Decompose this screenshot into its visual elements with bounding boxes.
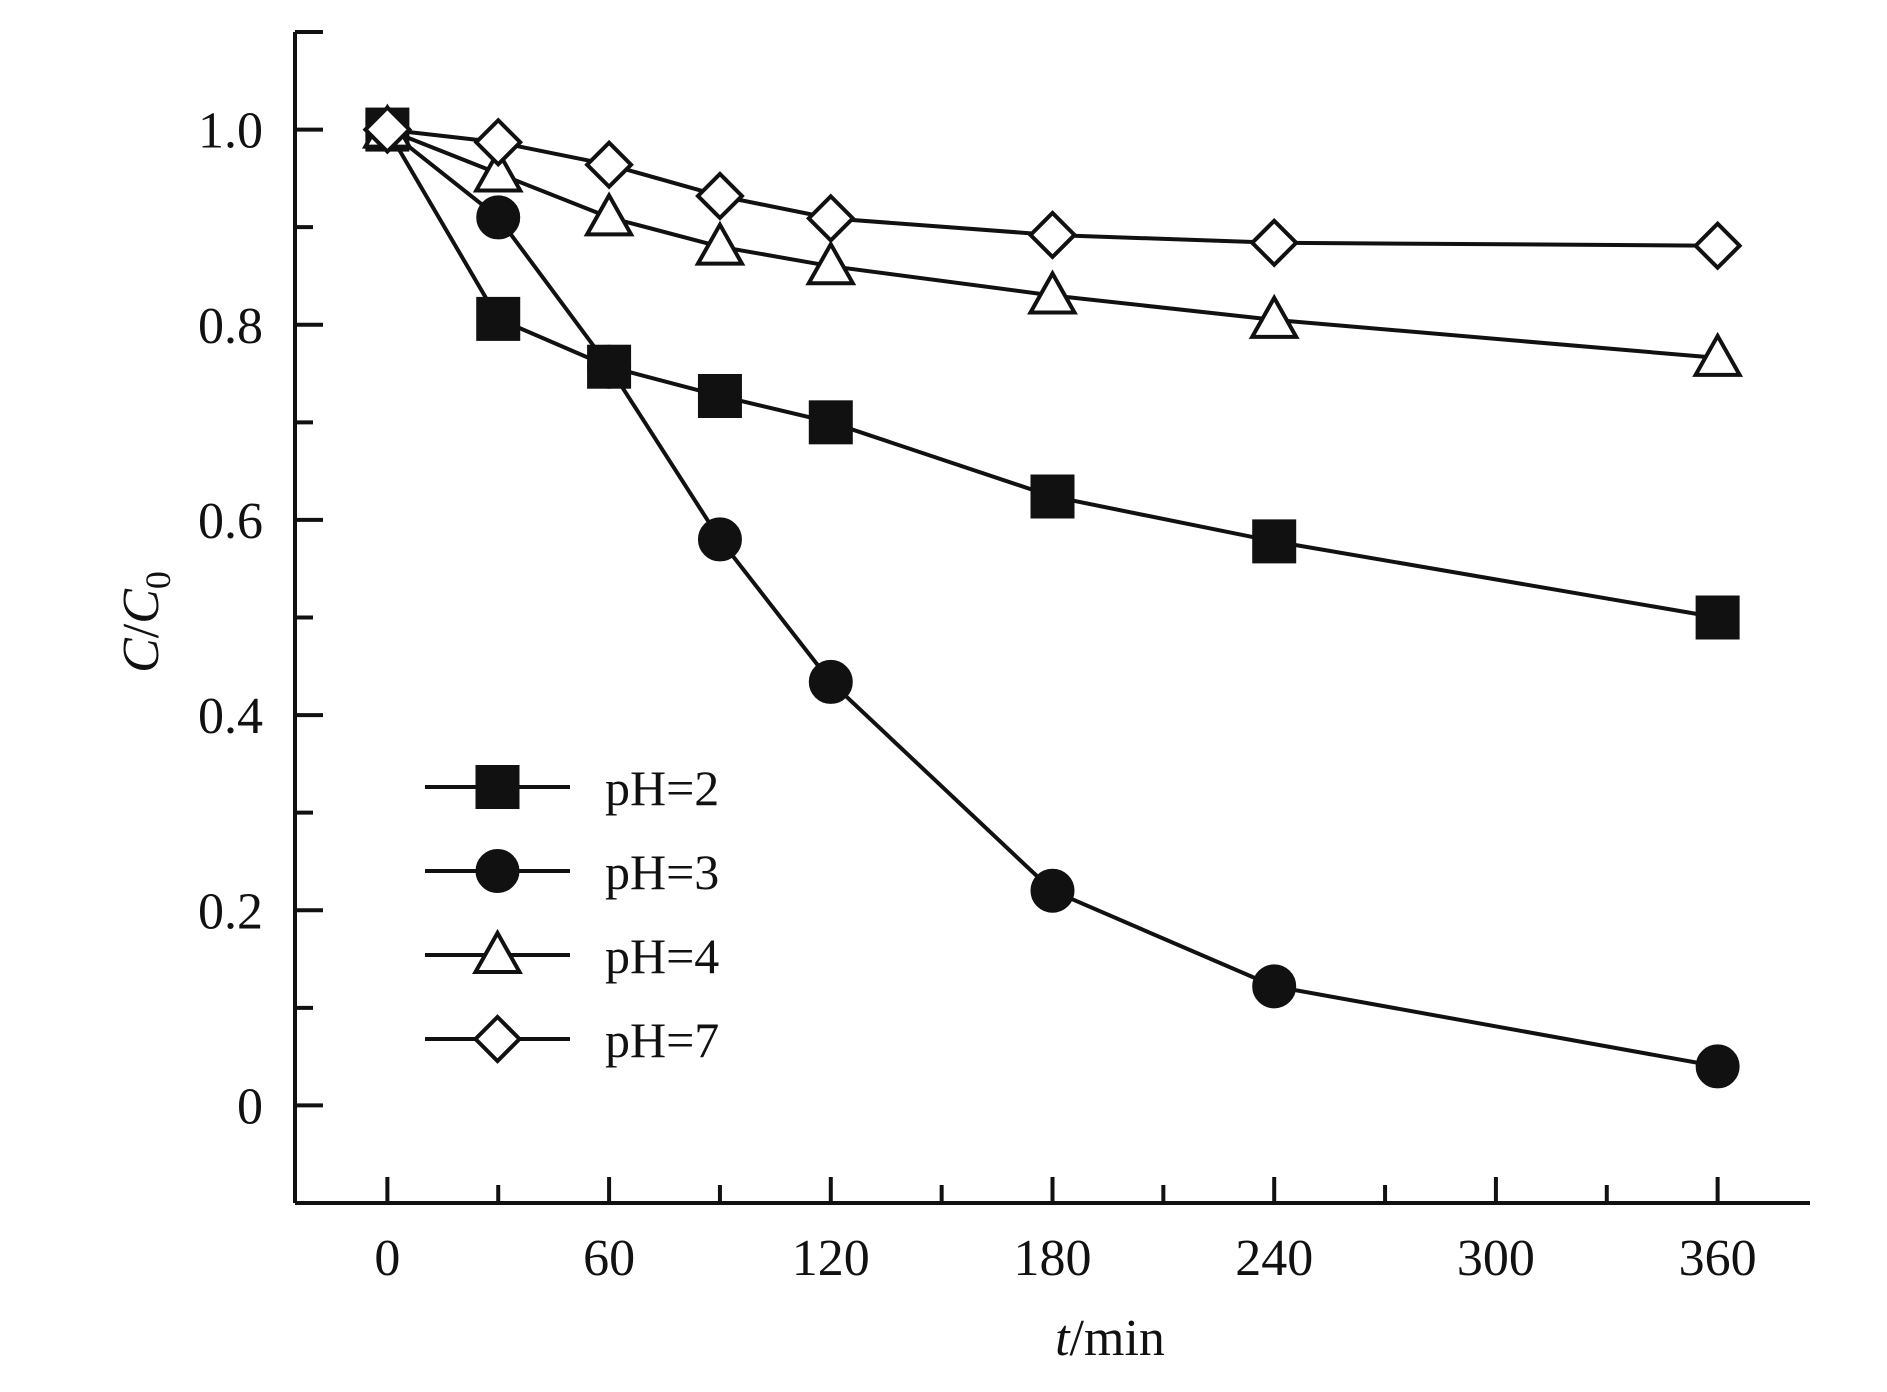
- x-tick-label: 360: [1679, 1230, 1757, 1287]
- data-point: [1695, 1044, 1740, 1089]
- y-tick-label: 0.6: [198, 493, 263, 550]
- y-tick-label: 0.2: [198, 883, 263, 940]
- y-tick-label: 1.0: [198, 103, 263, 160]
- data-point: [694, 220, 746, 266]
- legend-marker: [472, 1014, 523, 1064]
- data-point: [476, 296, 521, 341]
- legend-marker: [472, 928, 523, 974]
- series-pH=3: [386, 128, 1718, 1069]
- y-tick-label: 0.4: [198, 688, 263, 745]
- markers-pH=3: [365, 107, 1740, 1089]
- x-axis-label-unit: /min: [1070, 1310, 1165, 1367]
- data-point: [587, 344, 632, 389]
- legend-label: pH=7: [605, 1012, 719, 1068]
- series-line: [386, 128, 1718, 1069]
- data-point: [1030, 474, 1075, 519]
- data-point: [1692, 220, 1743, 271]
- legend-entry: pH=3: [425, 844, 719, 900]
- legend-label: pH=4: [605, 928, 719, 984]
- data-point: [476, 195, 521, 240]
- x-axis-label: t/min: [1055, 1310, 1165, 1367]
- legend-marker: [475, 765, 520, 809]
- data-point: [1252, 519, 1297, 564]
- data-point: [695, 171, 745, 221]
- data-point: [1027, 269, 1078, 315]
- x-tick-label: 240: [1235, 1230, 1313, 1287]
- series-group: [361, 103, 1744, 1089]
- data-point: [583, 191, 635, 237]
- data-point: [362, 104, 413, 155]
- data-point: [808, 400, 853, 445]
- legend: pH=2 pH=3 pH=4 pH=7: [425, 760, 719, 1068]
- data-point: [805, 193, 856, 244]
- y-axis-label: C/C0: [113, 571, 178, 673]
- legend-label: pH=3: [605, 844, 719, 900]
- data-point: [473, 117, 524, 168]
- data-point: [1027, 210, 1078, 260]
- legend-entry: pH=7: [425, 1012, 719, 1068]
- legend-marker: [475, 849, 520, 893]
- data-point: [1249, 217, 1300, 268]
- y-tick-label: 0: [237, 1078, 263, 1135]
- data-point: [1248, 293, 1300, 339]
- legend-entry: pH=4: [425, 928, 719, 984]
- y-axis-label-c0: C: [113, 588, 170, 624]
- y-axis-label-c: C: [113, 637, 170, 673]
- data-point: [1030, 868, 1075, 913]
- data-point: [697, 373, 742, 418]
- x-tick-label: 60: [583, 1230, 635, 1287]
- x-axis-label-var: t: [1055, 1310, 1071, 1367]
- x-tick-label: 300: [1457, 1230, 1535, 1287]
- x-tick-label: 120: [792, 1230, 870, 1287]
- legend-label: pH=2: [605, 760, 719, 816]
- data-point: [1252, 964, 1297, 1009]
- data-point: [1692, 331, 1744, 377]
- data-point: [472, 147, 524, 193]
- y-tick-label: 0.8: [198, 298, 263, 355]
- data-point: [697, 517, 742, 562]
- axes: 0 0.2 0.4 0.6 0.8 1.0 0 60 120 180 240 300 360: [198, 30, 1810, 1287]
- data-point: [805, 240, 857, 286]
- data-point: [808, 659, 853, 704]
- markers-pH=7: [362, 104, 1743, 271]
- data-point: [584, 139, 634, 190]
- y-axis-label-subscript: 0: [138, 571, 178, 589]
- x-tick-label: 0: [374, 1230, 400, 1287]
- x-tick-label: 180: [1014, 1230, 1092, 1287]
- data-point: [1695, 595, 1740, 640]
- y-axis-label-slash: /: [113, 623, 170, 638]
- legend-entry: pH=2: [425, 760, 719, 816]
